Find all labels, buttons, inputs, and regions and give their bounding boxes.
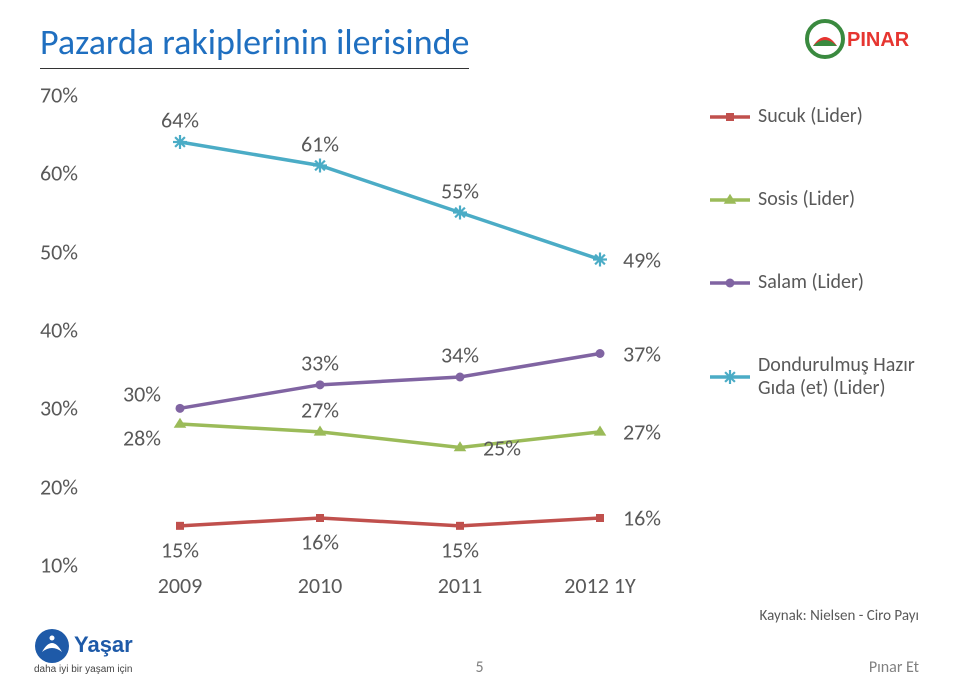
svg-text:PINAR: PINAR: [847, 29, 910, 51]
source-text: Kaynak: Nielsen - Ciro Payı: [760, 607, 919, 625]
svg-text:Yaşar: Yaşar: [74, 632, 133, 657]
data-point-label: 15%: [441, 536, 479, 563]
page-number: 5: [475, 658, 483, 677]
y-axis-tick: 50%: [40, 238, 78, 265]
legend-label: Sosis (Lider): [758, 188, 855, 211]
page-title: Pazarda rakiplerinin ilerisinde: [40, 20, 469, 69]
data-point-label: 16%: [301, 529, 339, 556]
data-point-label: 34%: [441, 342, 479, 369]
y-axis-tick: 30%: [40, 395, 78, 422]
x-axis-tick: 2010: [298, 572, 343, 599]
data-point-label: 55%: [441, 177, 479, 204]
data-point-label: 37%: [623, 340, 661, 367]
legend-item: Sosis (Lider): [710, 188, 920, 211]
data-point-label: 27%: [301, 396, 339, 423]
pinar-logo: PINAR: [805, 18, 923, 65]
yasar-logo: Yaşar daha iyi bir yaşam için: [34, 628, 204, 681]
data-point-label: 33%: [301, 349, 339, 376]
data-point-label: 30%: [123, 381, 161, 408]
svg-text:daha iyi bir yaşam için: daha iyi bir yaşam için: [34, 664, 132, 675]
data-point-label: 64%: [161, 107, 199, 134]
data-point-label: 61%: [301, 130, 339, 157]
data-point-label: 28%: [123, 425, 161, 452]
x-axis-tick: 2011: [438, 572, 483, 599]
x-axis-tick: 2012 1Y: [564, 572, 635, 599]
data-point-label: 25%: [483, 434, 521, 461]
data-point-label: 49%: [623, 246, 661, 273]
y-axis-tick: 10%: [40, 552, 78, 579]
x-axis-tick: 2009: [158, 572, 203, 599]
legend-item: Sucuk (Lider): [710, 105, 920, 128]
chart: 10%20%30%40%50%60%70% 15%16%15%16%28%27%…: [40, 95, 920, 595]
legend-item: Salam (Lider): [710, 271, 920, 294]
footer-brand: Pınar Et: [869, 658, 919, 677]
y-axis-tick: 70%: [40, 82, 78, 109]
legend-label: Salam (Lider): [758, 271, 864, 294]
y-axis-tick: 60%: [40, 160, 78, 187]
y-axis-tick: 40%: [40, 317, 78, 344]
y-axis-tick: 20%: [40, 473, 78, 500]
legend: Sucuk (Lider) Sosis (Lider) Salam (Lider) D…: [710, 105, 920, 460]
data-point-label: 27%: [623, 418, 661, 445]
data-point-label: 15%: [161, 536, 199, 563]
legend-label: Dondurulmuş Hazır Gıda (et) (Lider): [758, 354, 920, 400]
legend-label: Sucuk (Lider): [758, 105, 863, 128]
legend-item: Dondurulmuş Hazır Gıda (et) (Lider): [710, 354, 920, 400]
data-point-label: 16%: [623, 505, 661, 532]
